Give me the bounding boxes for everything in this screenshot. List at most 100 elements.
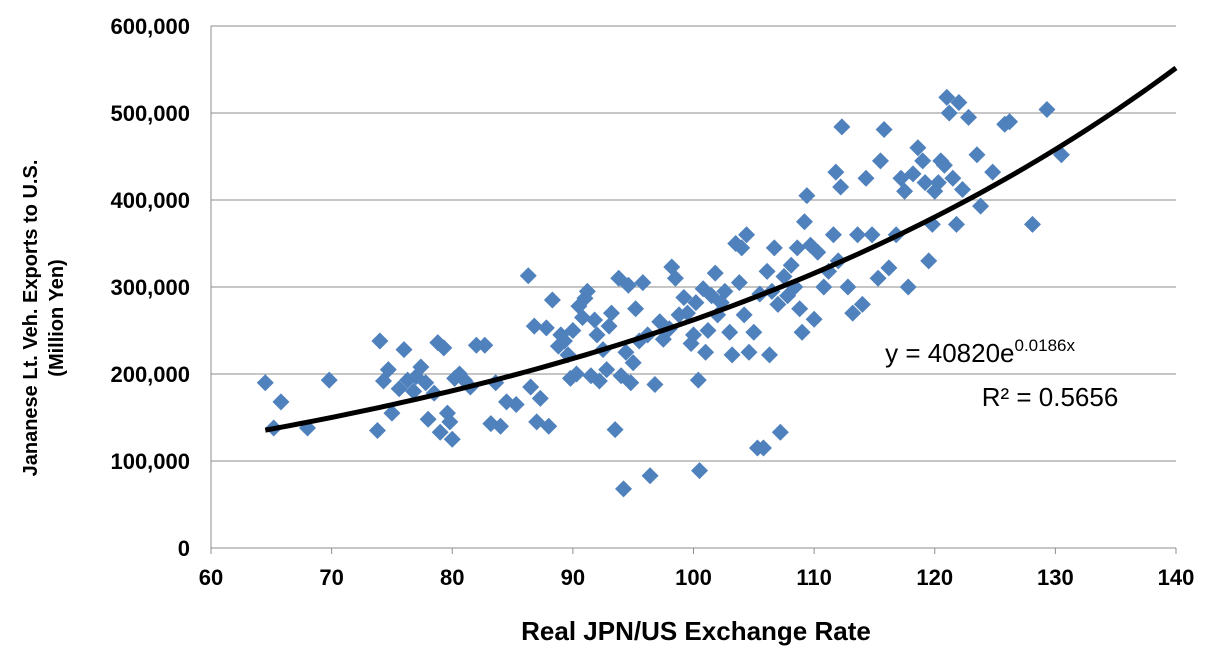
x-tick-label: 140 xyxy=(1158,565,1195,590)
data-point xyxy=(567,365,585,383)
data-point xyxy=(619,276,637,294)
data-point xyxy=(578,282,596,300)
data-point xyxy=(899,278,917,296)
data-point xyxy=(935,156,953,174)
data-point xyxy=(555,332,573,350)
data-point xyxy=(745,323,763,341)
data-point xyxy=(622,374,640,392)
data-point xyxy=(904,165,922,183)
data-point xyxy=(525,317,543,335)
data-point xyxy=(839,278,857,296)
data-point xyxy=(383,404,401,422)
data-point xyxy=(586,311,604,329)
data-point xyxy=(716,282,734,300)
data-point xyxy=(689,371,707,389)
gridlines xyxy=(211,25,1176,462)
data-point xyxy=(588,326,606,344)
data-point xyxy=(697,343,715,361)
exponential-trendline xyxy=(264,65,1178,433)
data-point xyxy=(522,378,540,396)
data-point xyxy=(944,169,962,187)
data-point xyxy=(875,121,893,139)
data-point xyxy=(441,413,459,431)
data-point xyxy=(775,268,793,286)
x-tick-label: 100 xyxy=(675,565,712,590)
data-points xyxy=(256,88,1070,498)
data-point xyxy=(419,410,437,428)
axes xyxy=(210,26,1177,554)
data-point xyxy=(896,182,914,200)
data-point xyxy=(615,480,633,498)
y-tick-label: 300,000 xyxy=(110,275,190,300)
x-tick-label: 60 xyxy=(199,565,223,590)
data-point xyxy=(371,332,389,350)
data-point xyxy=(564,322,582,339)
data-point xyxy=(687,294,705,312)
data-point xyxy=(869,269,887,287)
data-point xyxy=(824,226,842,244)
trendline-equation: y = 40820e0.0186x xyxy=(885,336,1075,368)
data-point xyxy=(519,267,537,285)
data-point xyxy=(624,354,642,372)
data-point xyxy=(531,389,549,407)
data-point xyxy=(857,169,875,187)
data-point xyxy=(827,163,845,181)
y-tick-label: 500,000 xyxy=(110,101,190,126)
data-point xyxy=(972,197,990,215)
data-point xyxy=(574,308,592,326)
data-point xyxy=(602,304,620,322)
data-point xyxy=(368,422,386,440)
data-point xyxy=(666,269,684,287)
data-point xyxy=(968,146,986,164)
data-point xyxy=(492,417,509,435)
data-point xyxy=(805,310,823,328)
y-axis-title-line1: Jananese Lt. Veh. Exports to U.S. xyxy=(20,160,42,477)
data-point xyxy=(880,259,898,277)
data-point xyxy=(646,375,664,393)
data-point xyxy=(920,252,938,270)
data-point xyxy=(443,430,461,448)
data-point xyxy=(723,346,741,364)
data-point xyxy=(960,108,978,126)
data-point xyxy=(395,341,413,359)
data-point xyxy=(795,213,813,231)
data-point xyxy=(771,423,789,441)
data-point xyxy=(1038,101,1056,119)
data-point xyxy=(678,304,696,322)
data-point xyxy=(940,104,958,122)
data-point xyxy=(691,462,709,480)
y-tick-label: 200,000 xyxy=(110,362,190,387)
x-tick-label: 130 xyxy=(1037,565,1074,590)
data-point xyxy=(590,372,608,390)
data-point xyxy=(853,295,871,313)
data-point xyxy=(600,317,618,335)
x-tick-label: 90 xyxy=(561,565,585,590)
x-tick-label: 80 xyxy=(440,565,464,590)
data-point xyxy=(740,343,758,361)
data-point xyxy=(634,274,652,292)
data-point xyxy=(1001,113,1019,131)
data-point xyxy=(405,382,423,400)
data-point xyxy=(320,371,338,389)
data-point xyxy=(754,439,772,457)
data-point xyxy=(685,326,702,344)
data-point xyxy=(738,226,756,244)
data-point xyxy=(769,295,787,313)
data-point xyxy=(929,174,947,192)
data-point xyxy=(417,374,435,392)
y-tick-labels: 0 100,000 200,000 300,000 400,000 500,000 600,… xyxy=(110,14,190,561)
data-point xyxy=(675,288,693,306)
x-tick-label: 70 xyxy=(319,565,343,590)
r-squared-label: R² = 0.5656 xyxy=(982,382,1119,412)
data-point xyxy=(706,264,724,282)
data-point xyxy=(627,300,645,318)
data-point xyxy=(431,423,449,441)
data-point xyxy=(412,358,430,376)
data-point xyxy=(791,300,809,318)
data-point xyxy=(699,322,717,339)
data-point xyxy=(832,178,850,196)
data-point xyxy=(735,306,753,324)
data-point xyxy=(507,395,525,413)
data-point xyxy=(606,421,624,439)
